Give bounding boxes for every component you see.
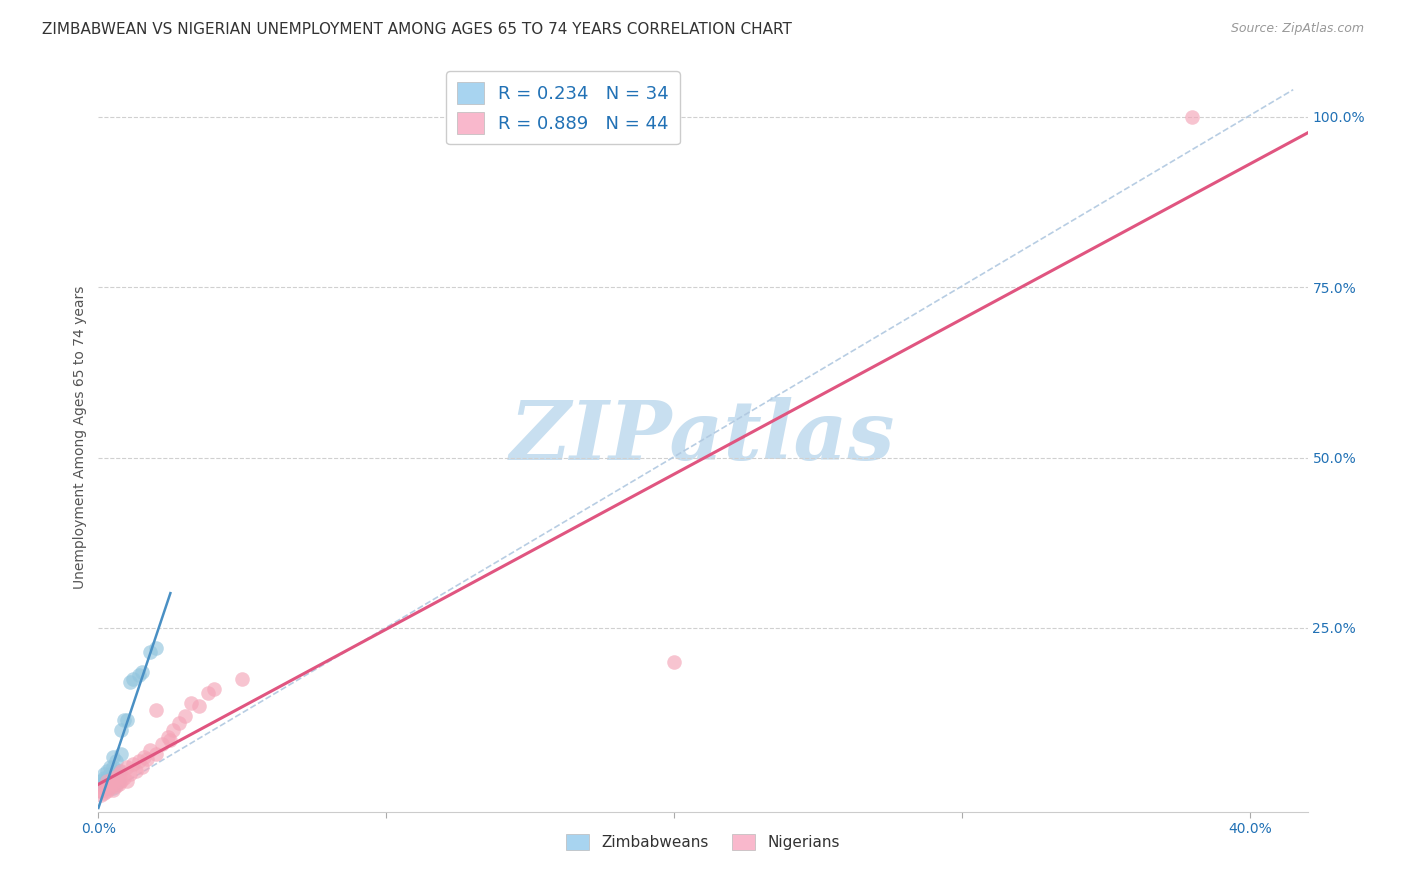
Point bbox=[131, 665, 153, 679]
Point bbox=[139, 645, 162, 659]
Point bbox=[98, 780, 121, 795]
Point bbox=[101, 777, 124, 791]
Point bbox=[107, 777, 129, 791]
Point bbox=[120, 767, 142, 781]
Point bbox=[107, 774, 129, 789]
Point bbox=[112, 713, 135, 727]
Point bbox=[125, 764, 148, 778]
Point bbox=[96, 771, 118, 785]
Text: Source: ZipAtlas.com: Source: ZipAtlas.com bbox=[1230, 22, 1364, 36]
Point bbox=[110, 764, 132, 778]
Point bbox=[145, 747, 167, 761]
Point bbox=[104, 754, 127, 768]
Point bbox=[96, 764, 118, 778]
Point bbox=[110, 774, 132, 789]
Point bbox=[231, 672, 253, 686]
Point bbox=[93, 776, 115, 790]
Point bbox=[197, 685, 219, 699]
Point bbox=[110, 747, 132, 761]
Y-axis label: Unemployment Among Ages 65 to 74 years: Unemployment Among Ages 65 to 74 years bbox=[73, 285, 87, 589]
Point bbox=[145, 641, 167, 656]
Point bbox=[96, 774, 118, 789]
Point bbox=[159, 733, 181, 747]
Point bbox=[107, 764, 129, 778]
Point bbox=[115, 774, 138, 789]
Point bbox=[104, 772, 127, 786]
Point bbox=[156, 730, 179, 744]
Point bbox=[120, 675, 142, 690]
Point bbox=[131, 760, 153, 774]
Point bbox=[128, 754, 150, 768]
Point bbox=[98, 776, 121, 790]
Point bbox=[188, 699, 211, 714]
Point bbox=[134, 750, 156, 764]
Point bbox=[145, 702, 167, 716]
Point bbox=[136, 751, 159, 765]
Point bbox=[98, 779, 121, 793]
Point bbox=[93, 786, 115, 800]
Point bbox=[98, 760, 121, 774]
Point bbox=[101, 771, 124, 785]
Point bbox=[101, 777, 124, 791]
Point bbox=[115, 760, 138, 774]
Point bbox=[107, 767, 129, 781]
Point bbox=[101, 780, 124, 795]
Point bbox=[96, 777, 118, 791]
Point bbox=[90, 784, 112, 798]
Point bbox=[93, 780, 115, 795]
Point bbox=[202, 682, 225, 697]
Point bbox=[664, 655, 686, 669]
Point bbox=[96, 784, 118, 798]
Text: ZIMBABWEAN VS NIGERIAN UNEMPLOYMENT AMONG AGES 65 TO 74 YEARS CORRELATION CHART: ZIMBABWEAN VS NIGERIAN UNEMPLOYMENT AMON… bbox=[42, 22, 792, 37]
Point bbox=[93, 779, 115, 793]
Point bbox=[139, 743, 162, 757]
Point bbox=[122, 757, 145, 772]
Point bbox=[90, 788, 112, 802]
Point bbox=[90, 777, 112, 791]
Point bbox=[104, 777, 127, 791]
Point bbox=[110, 723, 132, 737]
Point bbox=[90, 774, 112, 789]
Point bbox=[180, 696, 202, 710]
Point bbox=[96, 779, 118, 793]
Point bbox=[122, 672, 145, 686]
Point bbox=[173, 709, 195, 723]
Point bbox=[96, 780, 118, 795]
Point bbox=[93, 767, 115, 781]
Point bbox=[101, 750, 124, 764]
Point bbox=[115, 713, 138, 727]
Point bbox=[1181, 110, 1204, 124]
Point bbox=[93, 771, 115, 785]
Legend: Zimbabweans, Nigerians: Zimbabweans, Nigerians bbox=[561, 829, 845, 856]
Point bbox=[112, 771, 135, 785]
Point bbox=[101, 760, 124, 774]
Point bbox=[104, 767, 127, 781]
Point bbox=[98, 767, 121, 781]
Point bbox=[150, 737, 173, 751]
Point bbox=[167, 716, 190, 731]
Point bbox=[104, 779, 127, 793]
Point bbox=[98, 774, 121, 789]
Point bbox=[96, 774, 118, 789]
Text: ZIPatlas: ZIPatlas bbox=[510, 397, 896, 477]
Point bbox=[162, 723, 184, 737]
Point bbox=[101, 783, 124, 797]
Point bbox=[128, 668, 150, 682]
